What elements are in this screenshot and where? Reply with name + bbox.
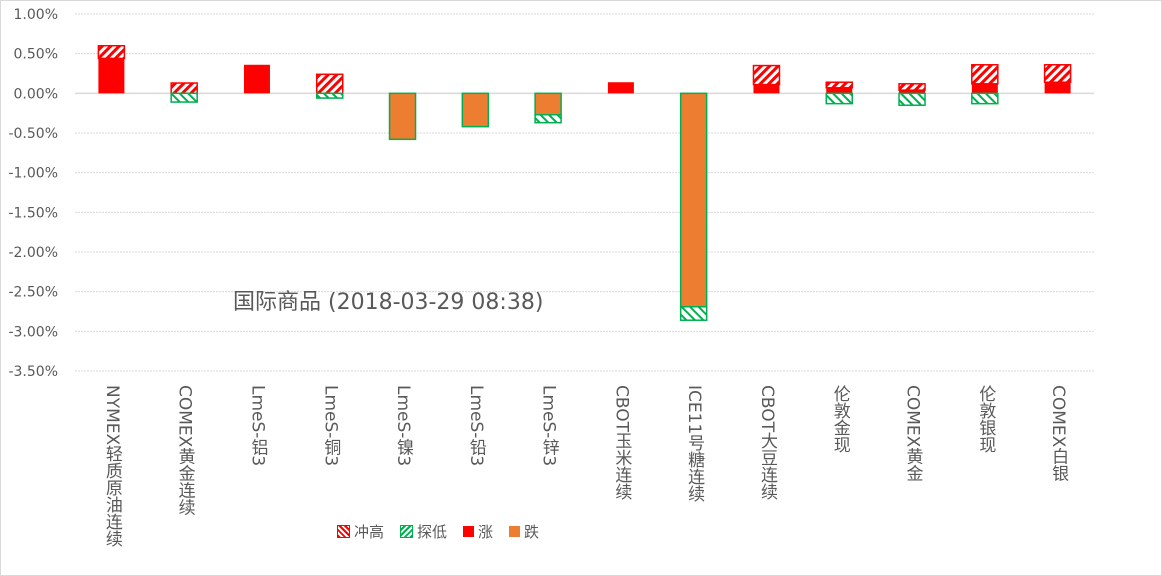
y-tick-label: -1.50% [8, 205, 58, 221]
bar-fall [679, 92, 708, 308]
x-tick-label: ICE11号糖连续 [684, 385, 705, 503]
bar-high [170, 82, 198, 95]
bar-rise [899, 90, 926, 94]
y-tick-label: -3.00% [8, 324, 58, 340]
bar-rise [243, 64, 270, 94]
x-tick-label: LmeS-铝3 [247, 385, 268, 467]
bar-rise [753, 84, 780, 94]
bar-high [752, 64, 781, 86]
legend-item: 跌 [509, 521, 539, 542]
bar-rise [98, 58, 125, 94]
bar-high [1043, 64, 1072, 83]
bar-high [971, 64, 999, 85]
bar-high [97, 44, 126, 60]
legend-swatch [337, 525, 350, 538]
bar-fall [388, 92, 417, 141]
x-tick-label: LmeS-铅3 [465, 385, 486, 467]
bar-fall [534, 92, 562, 116]
bar-high [316, 73, 344, 95]
legend-swatch [509, 526, 521, 537]
x-tick-label: LmeS-镍3 [393, 385, 414, 467]
chart-title: 国际商品 (2018-03-29 08:38) [233, 290, 544, 315]
x-tick-label: COMEX白银 [1048, 385, 1069, 482]
legend-item: 探低 [400, 521, 447, 542]
x-tick-label: 伦敦金现 [829, 385, 850, 453]
x-tick-label: LmeS-锌3 [538, 385, 559, 467]
bar-low [898, 92, 926, 106]
legend-label: 冲高 [354, 523, 385, 541]
legend: 冲高 探低 涨 跌 [337, 521, 539, 542]
bar-rise [971, 83, 998, 94]
y-tick-label: -2.00% [8, 245, 58, 261]
bar-rise [607, 82, 634, 94]
bar-high [825, 81, 853, 89]
bar-low [825, 92, 853, 105]
bar-low [170, 92, 198, 103]
y-tick-label: -2.50% [8, 285, 58, 301]
legend-label: 涨 [478, 523, 494, 541]
legend-swatch [400, 525, 414, 538]
legend-item: 涨 [463, 521, 493, 542]
legend-item: 冲高 [337, 521, 384, 542]
bar-low [679, 305, 708, 321]
y-tick-label: -1.00% [8, 166, 58, 182]
x-tick-label: NYMEX轻质原油连续 [101, 385, 122, 548]
bar-rise [826, 87, 853, 94]
x-tick-label: LmeS-铜3 [320, 385, 341, 467]
bar-low [534, 114, 562, 124]
y-tick-label: 0.50% [14, 47, 58, 63]
legend-label: 探低 [417, 523, 448, 541]
bar-rise [1044, 82, 1071, 94]
y-tick-label: 0.00% [14, 86, 58, 102]
bar-low [971, 92, 999, 105]
bar-high [898, 83, 926, 91]
x-tick-label: CBOT玉米连续 [611, 385, 632, 500]
x-tick-label: COMEX黄金 [902, 385, 923, 482]
y-tick-label: -3.50% [8, 364, 58, 380]
x-tick-label: COMEX黄金连续 [174, 385, 195, 516]
bar-low [316, 92, 344, 99]
y-tick-label: 1.00% [14, 7, 58, 23]
legend-label: 跌 [524, 523, 540, 541]
x-tick-label: 伦敦银现 [975, 385, 996, 453]
x-tick-label: CBOT大豆连续 [756, 385, 777, 500]
y-tick-label: -0.50% [8, 126, 58, 142]
legend-swatch [463, 526, 475, 537]
bar-fall [461, 92, 490, 128]
